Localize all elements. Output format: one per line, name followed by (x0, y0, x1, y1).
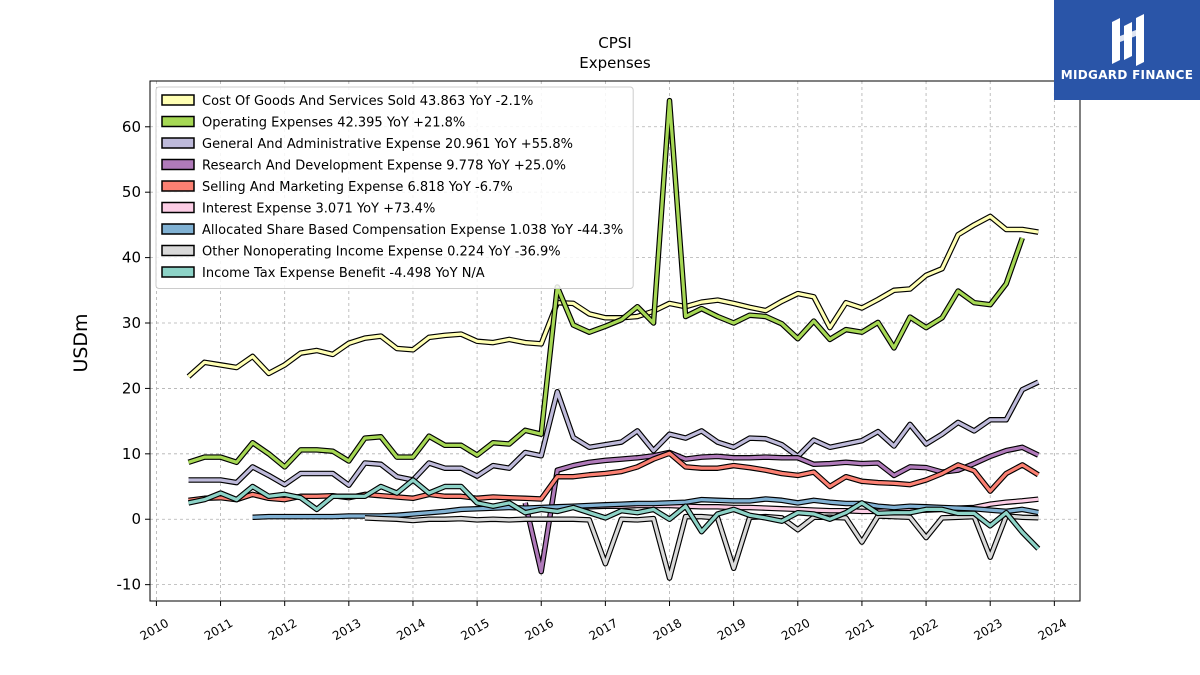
x-tick-label: 2022 (907, 616, 940, 643)
series-line (187, 214, 1039, 378)
series-line (188, 380, 1039, 487)
series-7 (364, 513, 1039, 581)
legend-swatch (161, 201, 195, 214)
y-tick-label: 30 (122, 314, 141, 332)
y-tick-label: 50 (122, 183, 141, 201)
legend-swatch (161, 94, 195, 106)
series-0 (186, 213, 1039, 379)
midgard-finance-logo: MIDGARD FINANCE (1054, 0, 1200, 100)
series-line (188, 478, 1040, 550)
series-lines (186, 97, 1041, 581)
x-tick-label: 2024 (1036, 616, 1069, 643)
legend-label: Operating Expenses 42.395 YoY +21.8% (202, 116, 465, 131)
series-line (364, 514, 1039, 580)
legend: Cost Of Goods And Services Sold 43.863 Y… (155, 86, 634, 289)
series-6 (252, 496, 1039, 521)
x-tick-label: 2014 (394, 616, 427, 643)
legend-box (155, 86, 634, 289)
plot-frame (149, 80, 1081, 602)
y-tick-label: 60 (122, 118, 141, 136)
x-tick-label: 2017 (587, 616, 620, 643)
legend-swatch (161, 266, 195, 278)
x-tick-label: 2012 (266, 616, 299, 643)
chart-title: CPSI (598, 34, 631, 52)
y-axis-label: USDm (70, 313, 92, 372)
brand-mark-icon (1112, 14, 1144, 66)
y-tick-label: 10 (122, 445, 141, 463)
x-tick-label: 2020 (779, 616, 812, 643)
x-tick-label: 2015 (458, 616, 491, 643)
legend-swatch (161, 223, 195, 235)
legend-label: Cost Of Goods And Services Sold 43.863 Y… (202, 94, 533, 109)
series-2 (188, 379, 1040, 488)
x-tick-label: 2019 (715, 616, 748, 643)
series-1 (187, 97, 1025, 470)
x-tick-label: 2018 (651, 616, 684, 643)
series-8 (187, 477, 1041, 551)
legend-swatch (161, 244, 195, 257)
series-line (252, 497, 1039, 519)
legend-label: Selling And Marketing Expense 6.818 YoY … (202, 180, 513, 195)
legend-swatch (161, 115, 195, 128)
chart-subtitle: Expenses (579, 54, 651, 72)
legend-label: Other Nonoperating Income Expense 0.224 … (202, 245, 561, 260)
brand-name: MIDGARD FINANCE (1060, 68, 1194, 82)
x-tick-label: 2011 (202, 616, 235, 643)
x-tick-label: 2013 (330, 616, 363, 643)
legend-swatch (161, 137, 195, 149)
legend-label: Interest Expense 3.071 YoY +73.4% (202, 202, 435, 217)
legend-swatch (161, 158, 195, 171)
y-tick-label: -10 (117, 576, 142, 594)
y-tick-label: 40 (122, 249, 141, 267)
x-tick-label: 2016 (523, 616, 556, 643)
y-tick-label: 20 (122, 379, 141, 397)
legend-label: Research And Development Expense 9.778 Y… (202, 159, 566, 174)
series-line (188, 98, 1024, 469)
y-tick-label: 0 (131, 510, 141, 528)
legend-label: Allocated Share Based Compensation Expen… (202, 223, 623, 238)
x-tick-label: 2023 (971, 616, 1004, 643)
legend-label: Income Tax Expense Benefit -4.498 YoY N/… (202, 266, 485, 281)
legend-swatch (161, 180, 195, 192)
x-tick-label: 2010 (138, 616, 171, 643)
legend-label: General And Administrative Expense 20.96… (202, 137, 573, 152)
x-tick-label: 2021 (843, 616, 876, 643)
